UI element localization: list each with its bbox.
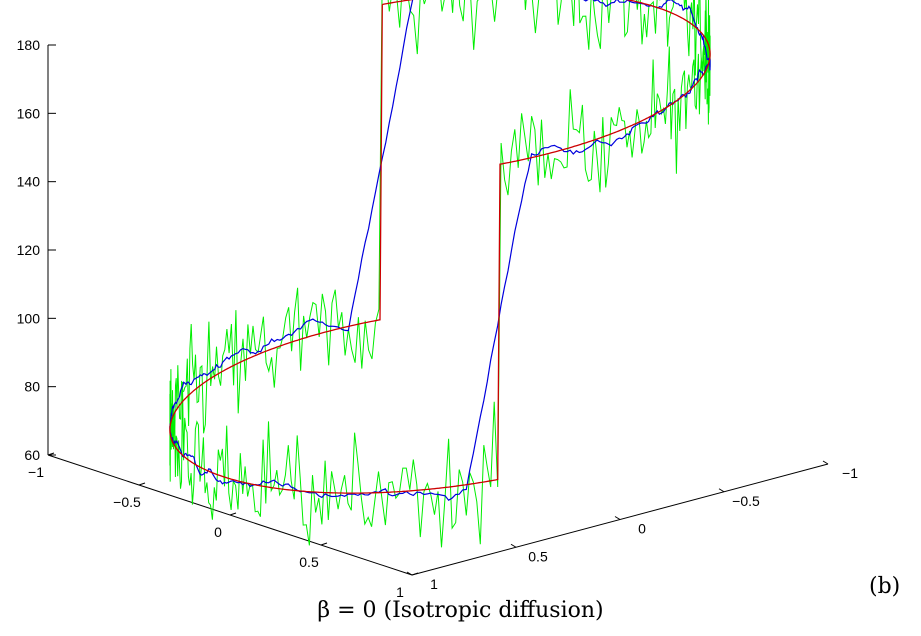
y-tick-label: 0.5	[528, 548, 548, 564]
x-tick-label: −0.5	[113, 494, 141, 510]
y-tick-mark	[718, 488, 725, 493]
z-tick-label: 160	[17, 105, 41, 121]
x-tick-mark	[229, 512, 237, 516]
panel-label: (b)	[869, 574, 901, 599]
y-tick-mark	[614, 516, 621, 520]
z-tick-label: 100	[17, 310, 41, 326]
y-tick-label: −0.5	[732, 493, 760, 509]
series-noisy-line	[169, 0, 711, 548]
x-tick-label: 1	[396, 584, 404, 600]
series-smoothed-line	[169, 0, 711, 501]
x-tick-label: 0	[214, 524, 222, 540]
z-tick-label: 60	[24, 447, 40, 463]
tick-marks	[47, 44, 829, 576]
x-tick-mark	[138, 482, 146, 486]
x-tick-label: −1	[28, 464, 44, 480]
z-tick-label: 120	[17, 242, 41, 258]
y-tick-label: −1	[842, 465, 858, 481]
y-tick-mark	[510, 543, 517, 548]
y-tick-mark	[406, 571, 413, 576]
x-tick-mark	[47, 452, 55, 456]
x-tick-mark	[411, 572, 419, 576]
y-tick-label: 0	[638, 521, 646, 537]
series-clean-line	[169, 0, 711, 494]
tick-labels: 60 80 100 120 140 160 180 −1 −0.5 0 0.5 1 1 0.5 0 −0.5 −…	[17, 37, 859, 600]
x-tick-label: 0.5	[299, 554, 319, 570]
data-series	[169, 0, 711, 548]
figure-caption: β = 0 (Isotropic diffusion)	[317, 598, 604, 623]
x-tick-mark	[320, 542, 328, 546]
z-tick-label: 140	[17, 174, 41, 190]
z-tick-label: 80	[24, 379, 40, 395]
z-tick-label: 180	[17, 37, 41, 53]
y-tick-mark	[822, 460, 829, 465]
y-tick-label: 1	[430, 576, 438, 592]
